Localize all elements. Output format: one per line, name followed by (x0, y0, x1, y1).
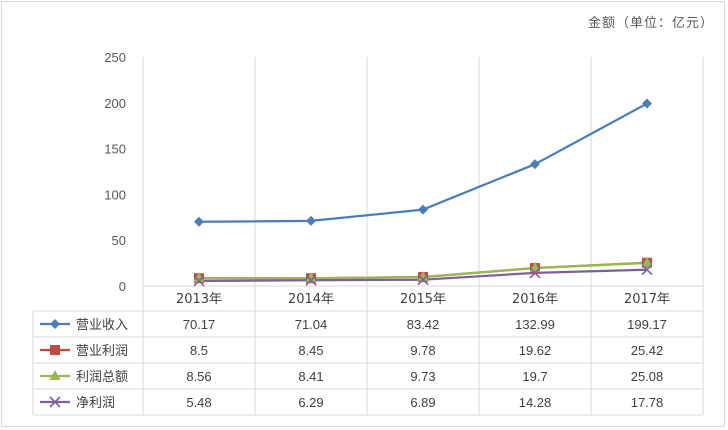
x-category-label: 2013年 (176, 292, 222, 307)
data-point-marker (530, 159, 540, 170)
data-point-marker (641, 264, 653, 276)
legend-entry-label: 利润总额 (76, 370, 128, 385)
y-tick-label: 100 (104, 187, 126, 202)
data-table-value: 8.56 (186, 369, 211, 384)
legend-key-marker (50, 319, 60, 329)
data-point-marker-stroke (417, 274, 429, 286)
data-table-value: 19.7 (522, 369, 547, 384)
data-point-marker-stroke (641, 264, 653, 276)
data-table-value: 5.48 (186, 395, 211, 410)
data-table-value: 9.78 (410, 343, 435, 358)
y-tick-label: 250 (104, 50, 126, 65)
data-table-value: 8.45 (298, 343, 323, 358)
data-table-value: 25.42 (631, 343, 664, 358)
data-point-marker (305, 272, 317, 283)
legend-key-marker (49, 370, 61, 380)
legend-key-marker (50, 345, 60, 355)
data-table-value: 8.41 (298, 369, 323, 384)
data-point-marker (417, 274, 429, 286)
data-table-value: 17.78 (631, 395, 664, 410)
data-table-value: 6.89 (410, 395, 435, 410)
data-point-marker-stroke (193, 275, 205, 287)
data-point-marker-stroke (529, 267, 541, 279)
y-tick-label: 50 (112, 233, 126, 248)
data-table-value: 25.08 (631, 369, 664, 384)
y-tick-label: 150 (104, 142, 126, 157)
data-table-value: 19.62 (519, 343, 552, 358)
legend-entry-label: 净利润 (76, 396, 115, 411)
data-point-marker (305, 274, 317, 286)
x-category-label: 2015年 (400, 292, 446, 307)
y-tick-label: 0 (119, 279, 126, 294)
x-category-label: 2016年 (512, 292, 558, 307)
legend-key-marker-stroke (49, 396, 61, 408)
unit-label: 金额（单位：亿元） (587, 16, 714, 31)
data-table-value: 83.42 (407, 317, 440, 332)
data-point-marker (193, 275, 205, 287)
legend-key-marker (49, 396, 61, 408)
data-point-marker (306, 215, 316, 226)
data-point-marker-stroke (305, 274, 317, 286)
data-point-marker (418, 204, 428, 215)
data-table-value: 14.28 (519, 395, 552, 410)
legend-entry-label: 营业收入 (76, 318, 128, 333)
data-point-marker (642, 98, 652, 109)
x-category-label: 2014年 (288, 292, 334, 307)
data-table-value: 70.17 (183, 317, 216, 332)
data-table-value: 9.73 (410, 369, 435, 384)
data-point-marker (193, 272, 205, 283)
data-point-marker (194, 216, 204, 227)
x-category-label: 2017年 (624, 292, 670, 307)
data-point-marker (417, 271, 429, 282)
data-table-value: 132.99 (515, 317, 555, 332)
data-point-marker (529, 267, 541, 279)
data-table-value: 199.17 (627, 317, 667, 332)
series-line (198, 102, 648, 223)
data-table-value: 8.5 (190, 343, 208, 358)
y-tick-label: 200 (104, 96, 126, 111)
legend-entry-label: 营业利润 (76, 344, 128, 359)
data-table-value: 71.04 (295, 317, 328, 332)
data-table-value: 6.29 (298, 395, 323, 410)
data-point-marker (641, 257, 653, 268)
